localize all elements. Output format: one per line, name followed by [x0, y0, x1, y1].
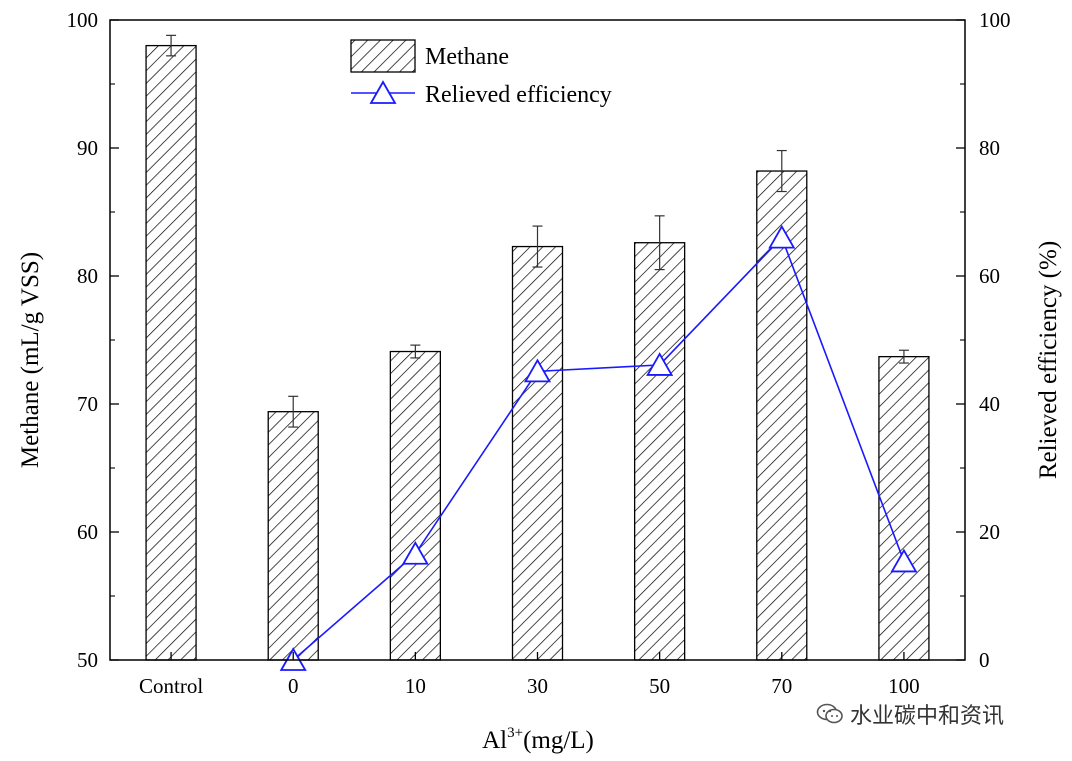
- series-line-relieved-efficiency: [292, 236, 905, 661]
- legend-label-methane: Methane: [425, 44, 509, 70]
- x-tick-label-70: 70: [771, 674, 792, 698]
- bar-70: [756, 170, 808, 661]
- watermark-text: 水业碳中和资讯: [850, 704, 1005, 729]
- y2-tick-label-20: 20: [979, 520, 1000, 544]
- wechat-icon: [816, 703, 843, 724]
- right-axis: 0 20 40 60 80 100: [956, 8, 1011, 672]
- y2-axis-title: Relieved efficiency (%): [1035, 241, 1062, 479]
- x-axis-title-sup: 3+: [507, 725, 523, 741]
- y2-tick-label-60: 60: [979, 264, 1000, 288]
- bar-0: [267, 411, 319, 661]
- point-efficiency-10: [401, 540, 429, 565]
- x-tick-label-30: 30: [527, 674, 548, 698]
- legend: Methane Relieved efficiency: [350, 39, 612, 108]
- watermark: 水业碳中和资讯: [816, 698, 1004, 730]
- y-tick-label-70: 70: [77, 392, 98, 416]
- y-tick-label-50: 50: [77, 648, 98, 672]
- y-axis-title: Methane (mL/g VSS): [17, 252, 44, 468]
- point-efficiency-100: [890, 548, 918, 573]
- line-group: [279, 224, 918, 671]
- x-tick-label-50: 50: [649, 674, 670, 698]
- legend-marker-efficiency: [369, 80, 397, 104]
- bar-10: [389, 350, 442, 661]
- error-bar-group: [166, 34, 909, 428]
- legend-swatch-methane: [350, 39, 416, 73]
- point-efficiency-70: [768, 224, 796, 249]
- bar-50: [633, 242, 686, 661]
- x-tick-label-100: 100: [888, 674, 920, 698]
- bar-30: [511, 245, 564, 661]
- y-tick-label-60: 60: [77, 520, 98, 544]
- point-efficiency-30: [523, 358, 552, 383]
- y-tick-label-100: 100: [67, 8, 99, 32]
- y2-tick-label-0: 0: [979, 648, 990, 672]
- y2-tick-label-80: 80: [979, 136, 1000, 160]
- point-efficiency-50: [646, 352, 674, 376]
- x-tick-label-Control: Control: [139, 674, 203, 698]
- x-tick-label-0: 0: [288, 674, 299, 698]
- bar-100: [878, 355, 930, 661]
- x-tick-label-10: 10: [405, 674, 426, 698]
- y-tick-label-90: 90: [77, 136, 98, 160]
- y2-tick-label-100: 100: [979, 8, 1011, 32]
- bar-group: [145, 44, 930, 661]
- y2-tick-label-40: 40: [979, 392, 1000, 416]
- bar-Control: [145, 44, 197, 661]
- x-axis: Control 0 10 30 50 70 100: [139, 652, 920, 698]
- x-axis-title: Al3+(mg/L): [482, 725, 594, 754]
- x-axis-title-rest: (mg/L): [523, 727, 594, 754]
- legend-label-efficiency: Relieved efficiency: [425, 82, 612, 108]
- y-tick-label-80: 80: [77, 264, 98, 288]
- x-axis-title-base: Al: [482, 727, 507, 754]
- left-axis: 50 60 70 80 90 100: [67, 8, 119, 672]
